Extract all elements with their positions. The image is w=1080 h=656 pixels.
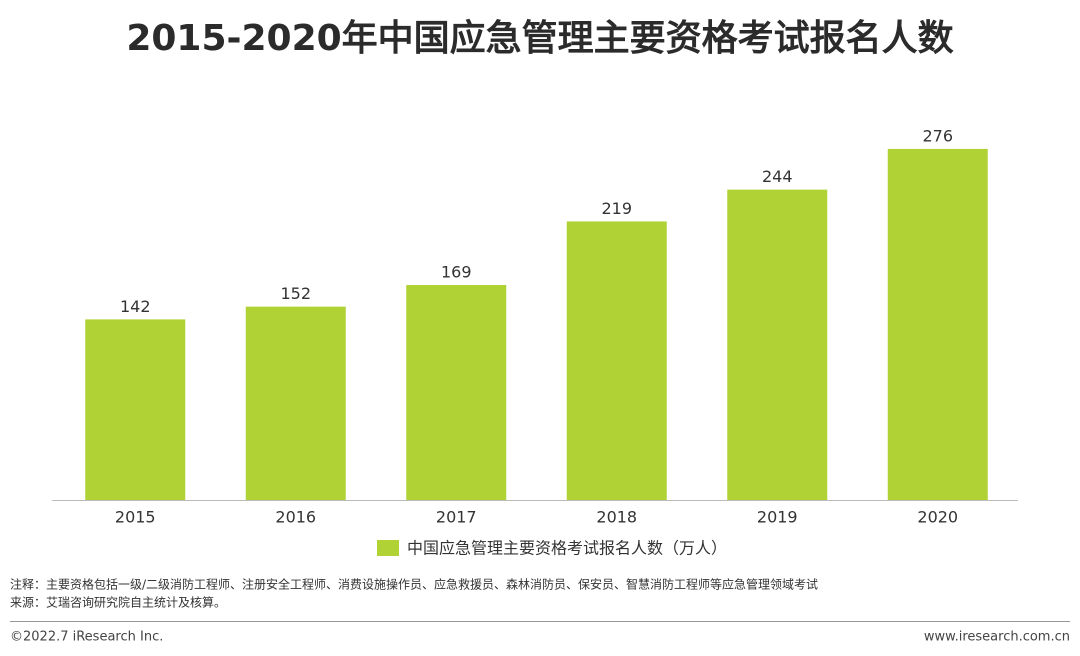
bar xyxy=(85,319,186,500)
copyright: ©2022.7 iResearch Inc. xyxy=(10,630,163,645)
value-label: 276 xyxy=(922,126,953,145)
x-tick-label: 2017 xyxy=(436,508,477,527)
value-label: 169 xyxy=(441,263,472,282)
website: www.iresearch.com.cn xyxy=(924,630,1070,645)
bar xyxy=(887,148,988,501)
x-tick-label: 2018 xyxy=(596,508,637,527)
value-label: 152 xyxy=(280,284,311,303)
value-label: 219 xyxy=(601,199,632,218)
legend-swatch xyxy=(377,540,399,556)
bar xyxy=(566,221,667,500)
value-label: 142 xyxy=(120,297,151,316)
value-label: 244 xyxy=(762,167,793,186)
legend-label: 中国应急管理主要资格考试报名人数（万人） xyxy=(407,539,727,558)
source: 来源：艾瑞咨询研究院自主统计及核算。 xyxy=(10,595,226,610)
note: 注释：主要资格包括一级/二级消防工程师、注册安全工程师、消费设施操作员、应急救援… xyxy=(10,577,818,592)
x-tick-label: 2015 xyxy=(115,508,156,527)
x-tick-label: 2019 xyxy=(757,508,798,527)
x-tick-label: 2016 xyxy=(275,508,316,527)
bar xyxy=(245,306,346,500)
bar xyxy=(727,189,828,500)
x-tick-label: 2020 xyxy=(917,508,958,527)
chart-title: 2015-2020年中国应急管理主要资格考试报名人数 xyxy=(126,18,953,59)
bar xyxy=(406,285,507,500)
